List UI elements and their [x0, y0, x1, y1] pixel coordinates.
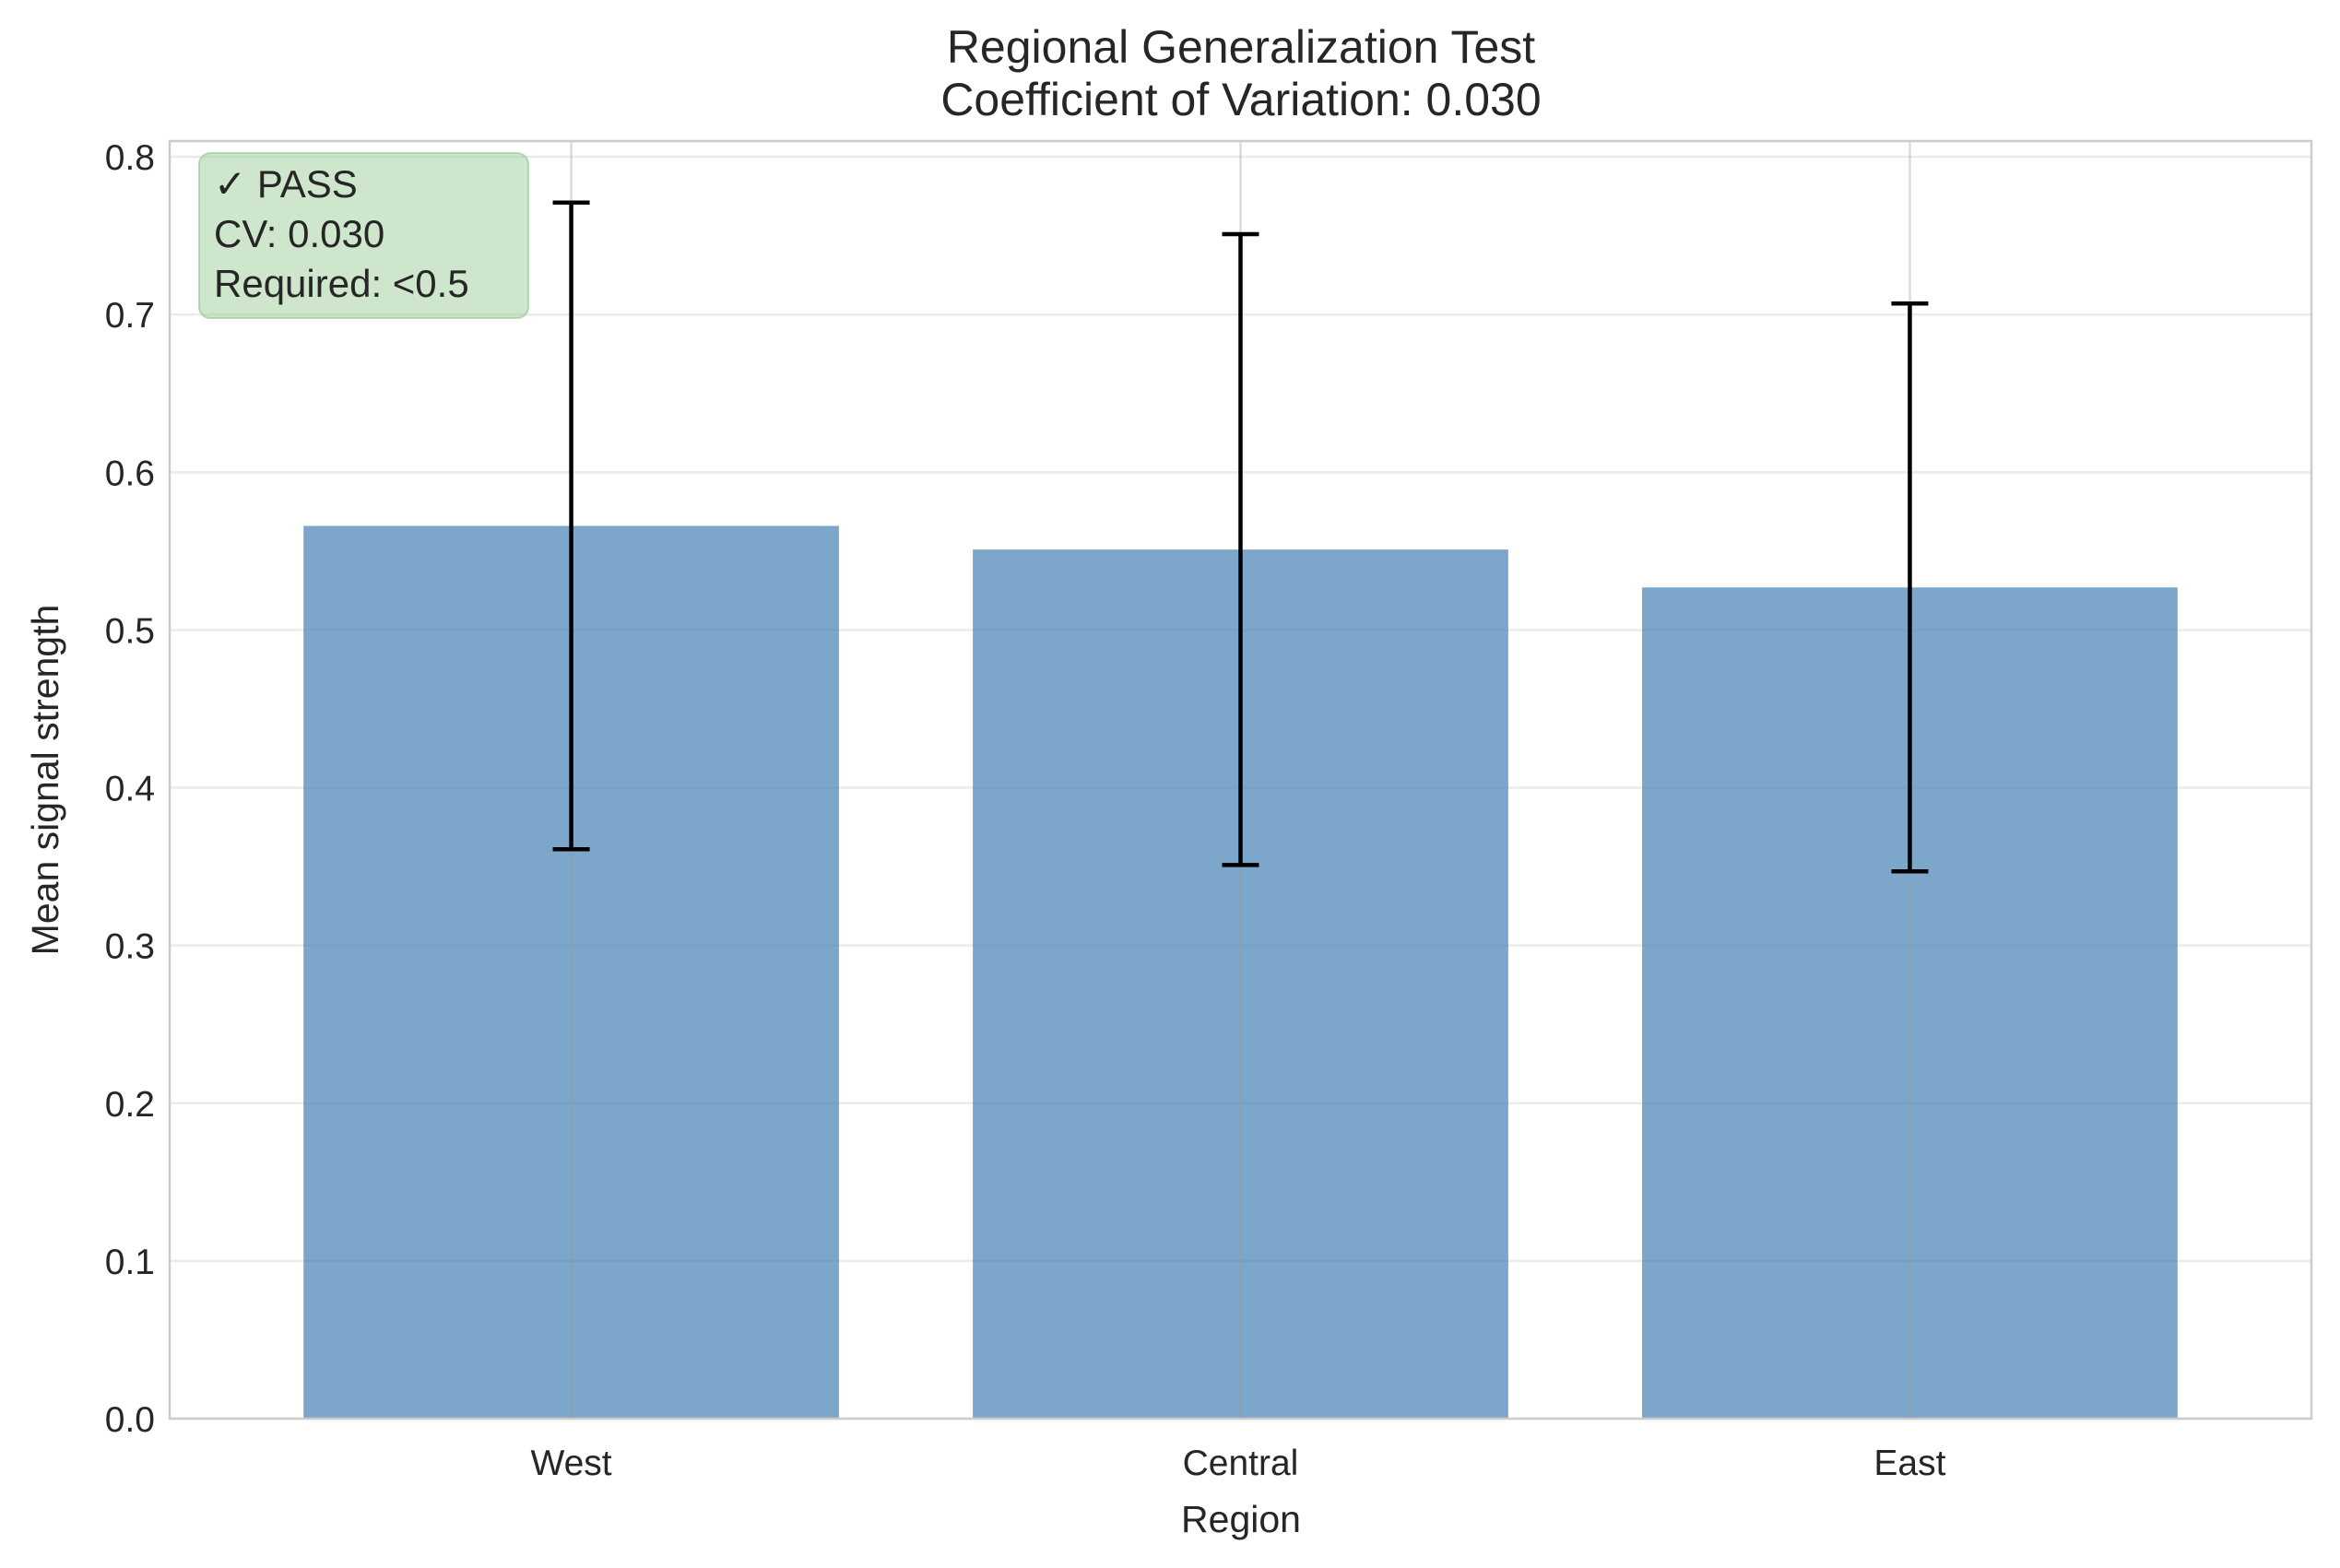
- chart-title: Regional Generalization Test: [947, 21, 1535, 73]
- chart-subtitle: Coefficient of Variation: 0.030: [940, 74, 1541, 125]
- y-tick-label: 0.6: [105, 454, 155, 493]
- x-tick-labels: West Central East: [530, 1444, 1945, 1483]
- y-tick-label: 0.2: [105, 1085, 155, 1125]
- y-tick-label: 0.0: [105, 1400, 155, 1440]
- y-tick-label: 0.7: [105, 296, 155, 336]
- x-tick-label: East: [1873, 1444, 1945, 1483]
- y-tick-label: 0.3: [105, 927, 155, 967]
- annotation-status: ✓ PASS: [214, 162, 358, 206]
- x-axis-label: Region: [1181, 1498, 1301, 1540]
- plot-frame: [168, 139, 2313, 1421]
- y-tick-label: 0.8: [105, 138, 155, 178]
- y-axis-label: Mean signal strength: [24, 605, 66, 956]
- x-tick-label: Central: [1183, 1444, 1299, 1483]
- y-tick-label: 0.4: [105, 770, 155, 809]
- annotation-cv: CV: 0.030: [214, 212, 384, 255]
- x-tick-label: West: [530, 1444, 611, 1483]
- pass-annotation: ✓ PASS CV: 0.030 Required: <0.5: [198, 152, 529, 319]
- annotation-required: Required: <0.5: [214, 262, 469, 305]
- y-tick-label: 0.1: [105, 1243, 155, 1282]
- y-tick-labels: 0.0 0.1 0.2 0.3 0.4 0.5 0.6 0.7 0.8: [105, 138, 155, 1440]
- annotation-box: [198, 152, 529, 319]
- y-tick-label: 0.5: [105, 611, 155, 651]
- error-bars: [552, 200, 1929, 874]
